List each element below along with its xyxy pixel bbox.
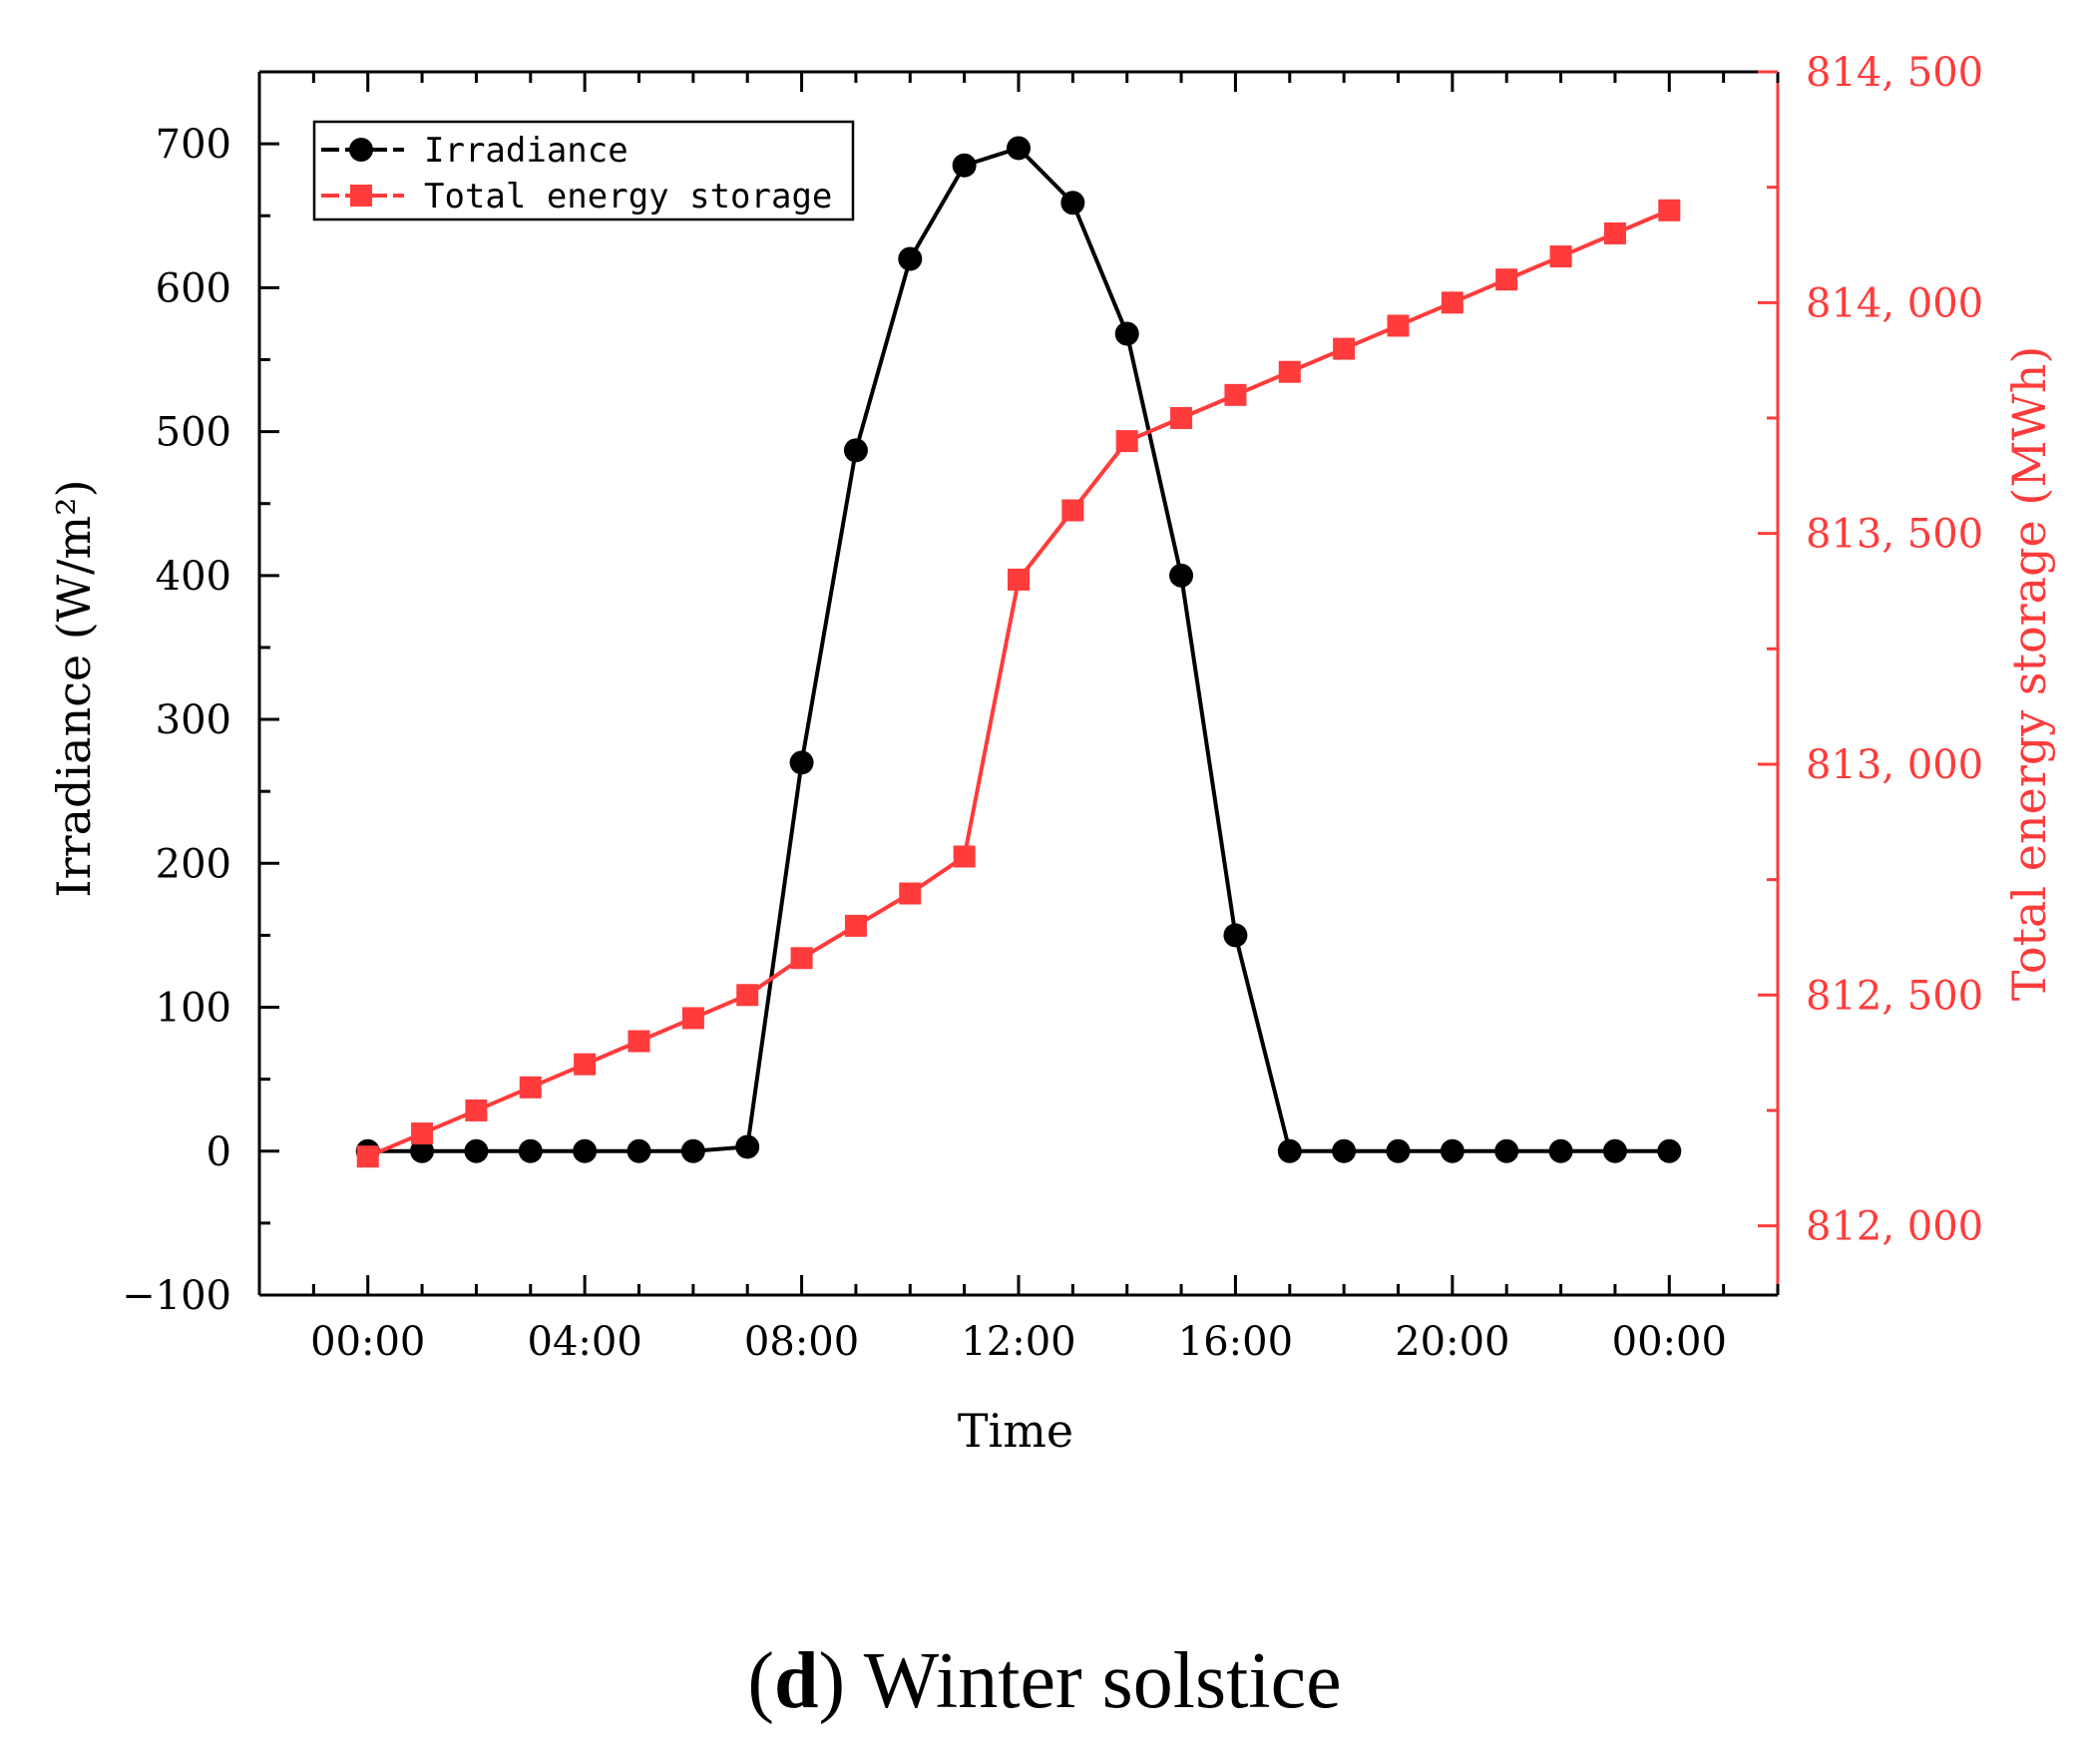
- point-storage: [356, 1145, 379, 1168]
- y2-tick-label: 812, 000: [1806, 1204, 1983, 1250]
- point-irradiance: [789, 750, 814, 775]
- x-tick-label: 04:00: [528, 1319, 642, 1365]
- point-storage: [1224, 383, 1247, 406]
- point-irradiance: [1386, 1138, 1411, 1163]
- point-storage: [899, 882, 922, 905]
- point-irradiance: [573, 1138, 598, 1163]
- point-storage: [790, 947, 813, 970]
- x-tick-label: 20:00: [1395, 1319, 1509, 1365]
- point-irradiance: [1548, 1138, 1573, 1163]
- y2-tick-label: 814, 000: [1806, 280, 1983, 326]
- y-tick-label: 600: [156, 265, 231, 311]
- point-irradiance: [898, 246, 923, 271]
- point-storage: [1115, 430, 1138, 453]
- x-tick-label: 12:00: [961, 1319, 1075, 1365]
- figure-caption: (d) Winter solstice: [747, 1637, 1342, 1725]
- caption-letter: d: [774, 1637, 819, 1725]
- point-irradiance: [1440, 1138, 1464, 1163]
- y2-tick-label: 813, 000: [1806, 742, 1983, 788]
- x-axis-title: Time: [958, 1404, 1073, 1458]
- point-irradiance: [952, 153, 977, 178]
- legend-label-irradiance: Irradiance: [424, 131, 628, 171]
- legend-box: [312, 120, 855, 221]
- legend-marker-storage: [350, 185, 372, 207]
- y-tick-label: 100: [156, 986, 231, 1032]
- point-irradiance: [410, 1138, 435, 1163]
- caption-text: Winter solstice: [863, 1637, 1342, 1725]
- series-line-irradiance: [367, 146, 1670, 1153]
- chart-svg: 00:00 04:00 08:00 12:00 16:00 20:00 00:00 −100 0…: [47, 50, 2056, 1458]
- point-irradiance: [1657, 1138, 1682, 1163]
- point-irradiance: [1602, 1138, 1627, 1163]
- point-storage: [1495, 268, 1518, 291]
- legend-marker-irradiance: [349, 138, 373, 162]
- point-storage: [465, 1099, 488, 1121]
- point-irradiance: [843, 438, 868, 463]
- point-storage: [953, 845, 976, 868]
- point-storage: [1333, 337, 1356, 360]
- point-irradiance: [735, 1134, 760, 1159]
- point-storage: [1658, 199, 1681, 221]
- y2-tick-label: 812, 500: [1806, 973, 1983, 1019]
- point-irradiance: [1223, 923, 1248, 948]
- y-tick-label: 300: [156, 697, 231, 743]
- point-irradiance: [680, 1138, 705, 1163]
- point-irradiance: [1007, 136, 1031, 161]
- point-storage: [1170, 406, 1193, 429]
- point-irradiance: [627, 1138, 651, 1163]
- y-tick-label: 500: [156, 410, 231, 456]
- x-tick-label: 00:00: [310, 1319, 425, 1365]
- point-irradiance: [1332, 1138, 1357, 1163]
- y2-tick-label: 813, 500: [1806, 512, 1983, 558]
- point-storage: [519, 1076, 542, 1099]
- series-line-storage: [366, 208, 1671, 1159]
- point-irradiance: [1494, 1138, 1519, 1163]
- point-irradiance: [1277, 1138, 1302, 1163]
- point-storage: [627, 1030, 650, 1053]
- point-irradiance: [1169, 563, 1194, 588]
- point-storage: [574, 1053, 597, 1076]
- point-storage: [1008, 568, 1030, 591]
- y-tick-label: −100: [122, 1273, 231, 1319]
- legend: Irradiance Total energy storage: [312, 120, 855, 221]
- point-storage: [681, 1007, 704, 1030]
- point-storage: [1278, 360, 1301, 383]
- point-storage: [411, 1122, 434, 1145]
- point-storage: [844, 914, 867, 937]
- y2-axis-title: Total energy storage (MWh): [2002, 346, 2056, 1002]
- point-storage: [1549, 245, 1572, 268]
- point-irradiance: [1060, 191, 1085, 216]
- point-storage: [1061, 499, 1084, 522]
- point-irradiance: [1114, 321, 1139, 346]
- y-tick-label: 0: [207, 1129, 231, 1175]
- y-axis-title: Irradiance (W/m²): [47, 479, 101, 897]
- x-tick-label: 16:00: [1178, 1319, 1293, 1365]
- point-storage: [1387, 314, 1410, 337]
- y2-tick-label: 814, 500: [1806, 50, 1983, 96]
- y-tick-label: 400: [156, 554, 231, 600]
- point-storage: [1441, 291, 1463, 314]
- point-storage: [1603, 221, 1626, 244]
- point-storage: [736, 984, 759, 1007]
- y-tick-label: 700: [156, 122, 231, 168]
- x-tick-label: 08:00: [744, 1319, 859, 1365]
- point-irradiance: [464, 1138, 489, 1163]
- y-tick-label: 200: [156, 841, 231, 887]
- legend-label-storage: Total energy storage: [424, 177, 832, 217]
- point-irradiance: [518, 1138, 543, 1163]
- x-tick-label: 00:00: [1612, 1319, 1727, 1365]
